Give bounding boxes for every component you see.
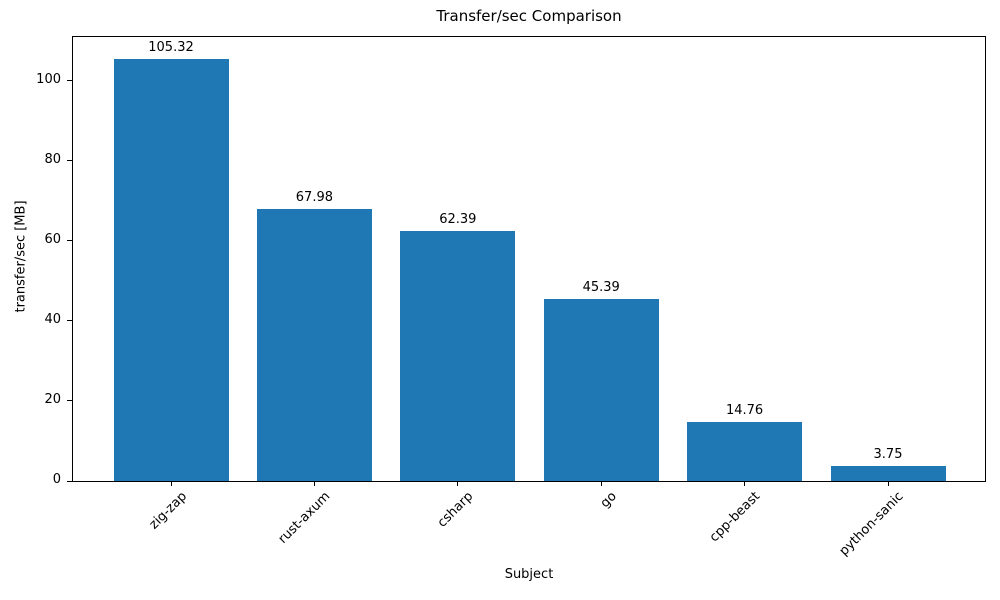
bar-value-label: 45.39 xyxy=(582,280,620,296)
y-tick-mark xyxy=(67,240,72,242)
y-tick-mark xyxy=(67,480,72,482)
bar-value-label: 105.32 xyxy=(148,40,194,56)
y-tick-label: 80 xyxy=(44,151,61,167)
bar-value-label: 14.76 xyxy=(725,402,764,418)
x-tick-label-text: rust-axum xyxy=(275,489,333,547)
bar-value-label: 3.75 xyxy=(873,446,903,462)
x-tick-mark xyxy=(170,481,172,486)
x-tick-mark xyxy=(313,481,315,486)
x-tick-label-text: cpp-beast xyxy=(707,489,764,546)
bar xyxy=(687,421,803,481)
x-tick-mark xyxy=(600,481,602,486)
y-tick-label: 20 xyxy=(44,391,61,407)
y-tick-label: 60 xyxy=(44,231,61,247)
chart-title: Transfer/sec Comparison xyxy=(436,7,622,25)
x-tick-label-text: go xyxy=(597,489,620,512)
y-tick-label: 100 xyxy=(36,71,61,87)
bar xyxy=(830,466,946,481)
y-tick-mark xyxy=(67,160,72,162)
y-tick-label: 40 xyxy=(44,311,61,327)
x-tick-label-text: python-sanic xyxy=(836,489,907,559)
bar xyxy=(400,231,516,481)
x-tick-label-text: zig-zap xyxy=(146,489,190,533)
bar xyxy=(256,208,372,481)
x-tick-label-text: csharp xyxy=(434,489,477,531)
x-axis-label: Subject xyxy=(504,567,554,582)
y-tick-mark xyxy=(67,400,72,402)
plot-area: 0 20 40 60 80 100 105.32 zig-zap 67.98 rust-axum 6… xyxy=(36,36,986,559)
x-tick-mark xyxy=(887,481,889,486)
x-tick-mark xyxy=(744,481,746,486)
x-tick-mark xyxy=(457,481,459,486)
y-tick-label: 0 xyxy=(52,472,61,487)
bar xyxy=(543,299,659,481)
bar-value-label: 62.39 xyxy=(439,212,477,228)
y-tick-mark xyxy=(67,320,72,322)
y-tick-mark xyxy=(67,80,72,82)
bar xyxy=(113,59,229,481)
bar-value-label: 67.98 xyxy=(295,189,333,205)
